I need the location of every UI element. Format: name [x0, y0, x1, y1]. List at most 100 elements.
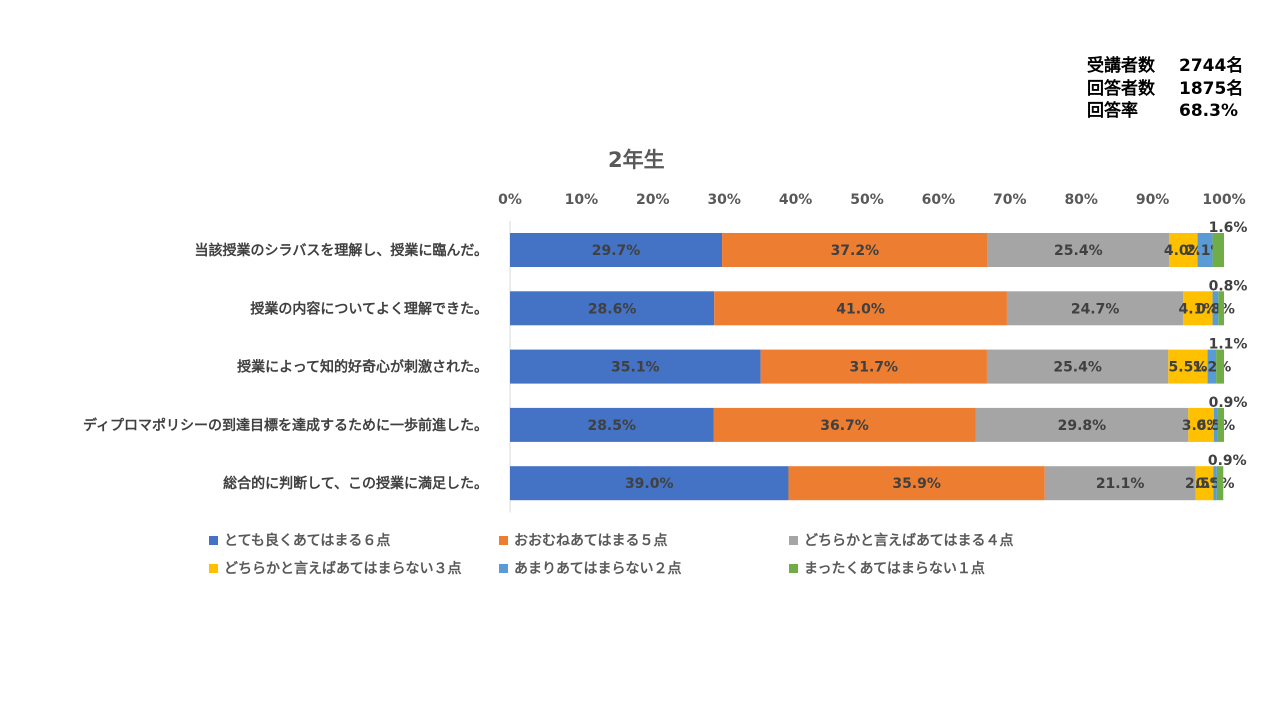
data-label: 0.9% — [1209, 395, 1248, 411]
bar-segment — [760, 349, 987, 384]
x-tick-label: 100% — [1202, 192, 1245, 208]
bar-segment — [1216, 349, 1224, 384]
data-label: 35.9% — [892, 476, 941, 492]
data-label: 0.8% — [1209, 278, 1248, 294]
category-label: ディプロマポリシーの到達目標を達成するために一歩前進した。 — [83, 417, 488, 434]
stat-label: 回答率 — [1087, 101, 1138, 121]
bar-segment — [1168, 349, 1208, 384]
bar-segment — [510, 466, 789, 501]
x-tick-label: 70% — [993, 192, 1027, 208]
bar-segment — [1218, 291, 1224, 326]
bar-segment — [1183, 291, 1213, 326]
data-label: 0.5% — [1196, 418, 1235, 434]
stat-label: 回答者数 — [1087, 78, 1155, 99]
data-label: 4.0% — [1164, 243, 1203, 259]
stat-label: 受講者数 — [1087, 56, 1155, 76]
chart-legend: とても良くあてはまる６点 おおむねあてはまる５点 どちらかと言えばあてはまる４点どち… — [209, 530, 1069, 578]
bar-segment — [510, 407, 714, 442]
data-label: 35.1% — [611, 360, 660, 376]
data-label: 24.7% — [1071, 301, 1120, 317]
legend-item: とても良くあてはまる６点 — [209, 530, 499, 550]
category-label: 授業の内容についてよく理解できた。 — [250, 300, 488, 317]
data-label: 37.2% — [831, 243, 880, 259]
legend-swatch — [209, 563, 218, 573]
data-label: 5.5% — [1169, 360, 1208, 376]
bar-segment — [1212, 233, 1224, 267]
data-label: 29.8% — [1058, 418, 1107, 434]
x-tick-label: 20% — [636, 192, 670, 208]
legend-swatch — [499, 563, 508, 573]
bar-segment — [1217, 407, 1224, 442]
legend-item: おおむねあてはまる５点 — [499, 530, 789, 550]
respondent-stats: 受講者数 2744名 回答者数 1875名 回答率 68.3% — [1087, 55, 1243, 123]
legend-label: とても良くあてはまる６点 — [224, 533, 391, 549]
data-label: 41.0% — [836, 301, 885, 317]
data-label: 3.6% — [1182, 418, 1221, 434]
data-label: 39.0% — [625, 476, 674, 492]
stacked-bar-chart: 0% 10% 20% 30% 40% 50% 60% 70% 80% 90% 100% 当該授業のシラ… — [83, 192, 1248, 513]
x-tick-label: 0% — [498, 192, 522, 208]
x-tick-label: 30% — [707, 192, 741, 208]
data-label: 36.7% — [820, 418, 869, 434]
x-tick-label: 90% — [1136, 192, 1170, 208]
bar-segment — [510, 233, 723, 267]
data-label: 29.7% — [592, 243, 641, 259]
legend-label: おおむねあてはまる５点 — [514, 533, 668, 549]
x-tick-label: 40% — [779, 192, 813, 208]
legend-item: どちらかと言えばあてはまる４点 — [789, 530, 1069, 550]
x-tick-label: 80% — [1064, 192, 1098, 208]
bar-segment — [1213, 466, 1217, 501]
data-label: 28.6% — [588, 301, 637, 317]
bar-segment — [788, 466, 1045, 501]
stat-row-enrolled: 受講者数 2744名 — [1087, 55, 1243, 78]
bar-segment — [1197, 233, 1213, 267]
x-tick-label: 60% — [922, 192, 956, 208]
data-label: 1.2% — [1192, 360, 1231, 376]
stat-row-respondents: 回答者数 1875名 — [1087, 78, 1243, 101]
legend-label: どちらかと言えばあてはまらない３点 — [224, 561, 462, 577]
data-label: 4.1% — [1179, 301, 1218, 317]
bar-segment — [1169, 233, 1198, 267]
data-label: 25.4% — [1053, 360, 1102, 376]
bar-segment — [986, 349, 1169, 384]
data-label: 1.1% — [1209, 337, 1248, 353]
legend-label: まったくあてはまらない１点 — [804, 561, 985, 577]
chart-title: 2年生 — [608, 148, 665, 172]
category-label: 当該授業のシラバスを理解し、授業に臨んだ。 — [195, 242, 488, 259]
category-label: 総合的に判断して、この授業に満足した。 — [223, 475, 488, 492]
bar-segment — [713, 407, 976, 442]
legend-swatch — [499, 535, 508, 545]
legend-swatch — [789, 563, 798, 573]
data-label: 0.9% — [1208, 453, 1247, 469]
legend-item: まったくあてはまらない１点 — [789, 558, 1069, 578]
x-tick-label: 50% — [850, 192, 884, 208]
bar-segment — [975, 407, 1189, 442]
bar-segment — [1207, 349, 1217, 384]
stat-value: 68.3% — [1179, 101, 1238, 121]
data-label: 0.5% — [1196, 476, 1235, 492]
bar-segment — [722, 233, 988, 267]
legend-item: あまりあてはまらない２点 — [499, 558, 789, 578]
bar-segment — [1216, 466, 1224, 501]
legend-swatch — [789, 535, 798, 545]
data-label: 31.7% — [849, 360, 898, 376]
bar-segment — [1212, 291, 1219, 326]
data-label: 1.6% — [1209, 220, 1248, 236]
legend-label: どちらかと言えばあてはまる４点 — [804, 533, 1014, 549]
bar-segment — [1188, 407, 1215, 442]
data-label: 28.5% — [587, 418, 636, 434]
bar-segment — [987, 233, 1170, 267]
legend-label: あまりあてはまらない２点 — [514, 561, 682, 577]
bar-segment — [510, 291, 715, 326]
bar-segment — [714, 291, 1007, 326]
bar-segment — [1006, 291, 1184, 326]
x-tick-label: 10% — [565, 192, 599, 208]
bar-segment — [1044, 466, 1196, 501]
bar-segment — [1214, 407, 1218, 442]
data-label: 25.4% — [1054, 243, 1103, 259]
stat-value: 2744名 — [1179, 56, 1244, 76]
data-label: 21.1% — [1096, 476, 1145, 492]
legend-item: どちらかと言えばあてはまらない３点 — [209, 558, 499, 578]
legend-swatch — [209, 535, 218, 545]
bar-segment — [1195, 466, 1214, 501]
